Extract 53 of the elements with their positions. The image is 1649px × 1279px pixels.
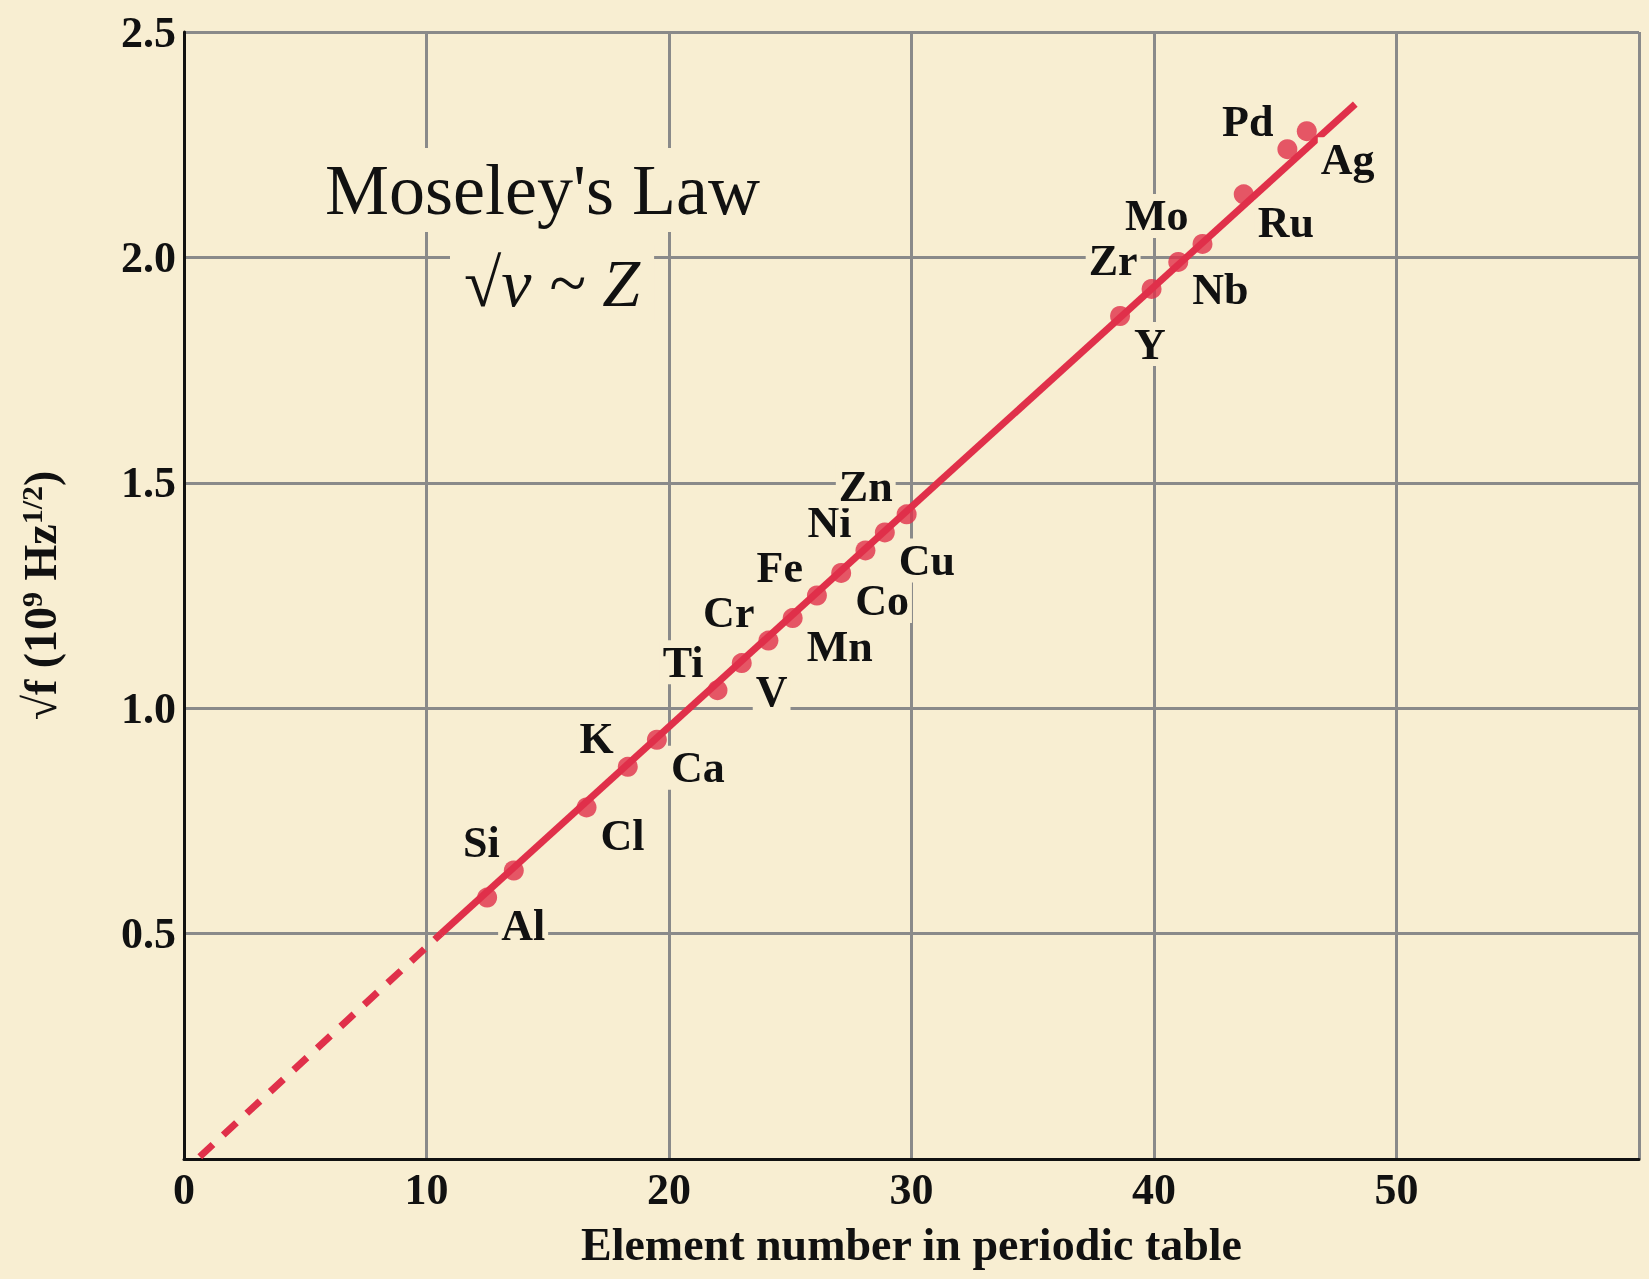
- annotation: Pd: [1222, 96, 1274, 146]
- annotation: Si: [463, 817, 500, 867]
- annotation: Ag: [1320, 134, 1375, 184]
- point: [646, 729, 667, 750]
- annotation: Cr: [703, 588, 755, 638]
- point: [731, 653, 752, 674]
- annotation: Al: [501, 901, 546, 951]
- annotation: K: [579, 714, 614, 764]
- annotation: Mo: [1124, 191, 1189, 241]
- point: [503, 860, 524, 881]
- annotation: Co: [855, 576, 909, 626]
- x-tick-label: 40: [1132, 1164, 1176, 1214]
- annotation: Ti: [662, 637, 704, 687]
- annotation: Ru: [1257, 197, 1314, 247]
- point: [1110, 306, 1131, 326]
- annotation: Nb: [1192, 265, 1249, 315]
- y-tick-label: 2.5: [121, 7, 176, 57]
- point: [477, 887, 498, 908]
- y-tick-label: 1.0: [121, 683, 176, 733]
- x-tick-label: 10: [404, 1164, 449, 1214]
- point: [707, 680, 728, 701]
- y-tick-label: 1.5: [121, 458, 176, 508]
- point: [782, 608, 803, 629]
- x-axis-title: Element number in periodic table: [580, 1218, 1243, 1270]
- point: [758, 630, 779, 651]
- y-tick-label: 0.5: [121, 909, 176, 959]
- point: [806, 585, 827, 606]
- point: [617, 756, 638, 777]
- point: [874, 522, 895, 543]
- point: [1192, 233, 1213, 254]
- annotation: Ca: [670, 743, 725, 793]
- x-tick-label: 30: [889, 1164, 934, 1214]
- x-tick-label: 0: [173, 1164, 195, 1214]
- point: [1277, 139, 1298, 160]
- point: [1168, 251, 1189, 272]
- annotation: Cu: [898, 535, 956, 585]
- annotation: Fe: [756, 543, 803, 592]
- point: [1233, 184, 1254, 205]
- y-axis-title: √f (109 Hz1/2): [14, 470, 66, 721]
- y-tick-label: 2.0: [121, 232, 176, 282]
- annotation: Cl: [600, 810, 645, 860]
- annotation: V: [755, 666, 788, 716]
- annotation: Y: [1134, 319, 1166, 369]
- point: [896, 504, 917, 525]
- x-tick-label: 50: [1374, 1164, 1419, 1214]
- point: [1296, 121, 1317, 142]
- annotation: √ν ~ Z: [464, 245, 642, 321]
- point: [831, 562, 852, 583]
- point: [855, 540, 876, 561]
- text: Moseley's Law: [325, 150, 760, 230]
- x-tick-label: 20: [647, 1164, 691, 1214]
- point: [576, 797, 597, 818]
- point: [1141, 278, 1162, 299]
